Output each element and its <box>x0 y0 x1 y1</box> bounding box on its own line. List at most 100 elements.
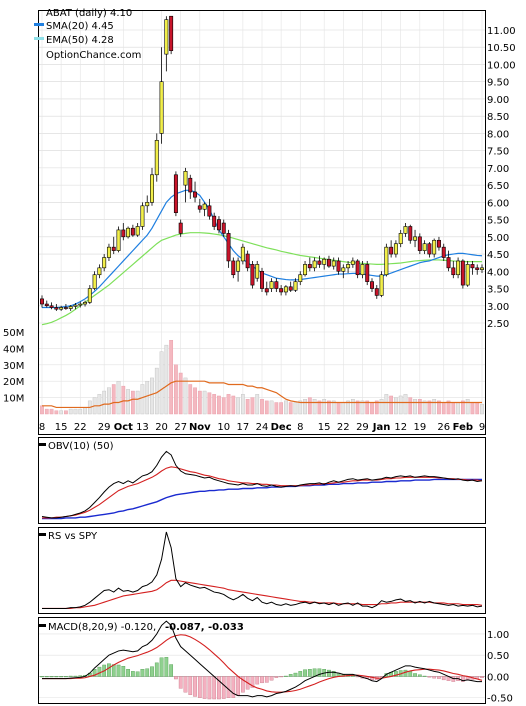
macd-histogram-bar <box>59 676 64 678</box>
volume-bar <box>365 400 370 415</box>
candle-body <box>432 239 437 255</box>
volume-bar <box>145 381 150 415</box>
candle-body <box>59 307 64 310</box>
candle-body <box>164 19 169 55</box>
date-tick-label: 15 <box>55 422 68 433</box>
volume-bar <box>221 397 226 415</box>
volume-bar <box>178 372 183 415</box>
volume-bar <box>384 394 389 415</box>
macd-histogram-bar <box>284 675 288 677</box>
candle-body <box>298 274 303 282</box>
volume-bar <box>59 410 64 415</box>
candle-body <box>102 257 107 269</box>
macd-histogram-bar <box>54 676 59 678</box>
volume-bar <box>432 399 437 415</box>
candle-body <box>216 219 221 231</box>
volume-bar <box>116 381 121 415</box>
date-tick-label: Nov <box>189 422 211 433</box>
macd-histogram-bar <box>73 675 78 677</box>
candle-body <box>422 243 427 251</box>
macd-histogram-bar <box>303 669 307 677</box>
macd-histogram-bar <box>197 676 202 698</box>
candle-body <box>331 260 336 267</box>
candle-body <box>106 246 111 258</box>
candle-body <box>460 260 465 286</box>
macd-histogram-bar <box>480 676 484 678</box>
macd-histogram-bar <box>68 675 73 677</box>
macd-histogram-bar <box>44 676 49 678</box>
candle-body <box>470 264 475 269</box>
volume-bar <box>293 402 298 415</box>
candle-body <box>403 226 408 234</box>
macd-histogram-bar <box>269 676 274 681</box>
candle-body <box>126 227 131 238</box>
rs-legend-swatch <box>38 533 46 536</box>
candle-body <box>140 205 145 227</box>
volume-bar <box>346 400 350 415</box>
ema50-line <box>41 232 482 326</box>
price-panel-frame <box>38 10 486 435</box>
macd-histogram-bar <box>154 662 159 677</box>
candle-body <box>83 302 88 305</box>
macd-tick-label: 0.00 <box>487 672 509 683</box>
candle-body <box>121 229 126 238</box>
volume-bar <box>255 394 260 415</box>
macd-legend-swatch <box>38 624 46 627</box>
volume-bar <box>188 384 193 415</box>
candle-body <box>279 288 284 293</box>
candle-body <box>188 177 193 193</box>
volume-bar <box>279 402 284 415</box>
obv-slow-line <box>42 478 482 520</box>
candle-body <box>317 260 322 265</box>
volume-bar <box>341 402 346 415</box>
volume-bar <box>78 408 83 415</box>
volume-bar <box>264 400 269 415</box>
volume-bar <box>403 394 408 415</box>
macd-histogram-bar <box>64 676 68 678</box>
candle-body <box>446 257 451 269</box>
volume-bar <box>174 364 178 415</box>
price-tick-label: 10.50 <box>487 43 516 54</box>
volume-bar <box>83 407 87 415</box>
macd-histogram-bar <box>274 676 279 678</box>
price-tick-label: 5.00 <box>487 233 509 244</box>
candle-body <box>264 288 269 293</box>
macd-histogram-bar <box>427 676 432 678</box>
date-axis-labels: 8 15 22 29 Oct 13 20 27 Nov 10 17 24 Dec 8 15 22 29 Jan 12… <box>39 422 485 433</box>
macd-hist-value: -0.033 <box>208 622 244 633</box>
legend-title: ABAT (daily) 4.10 <box>46 8 132 19</box>
macd-histogram-bar <box>250 676 255 688</box>
candle-body <box>480 267 484 270</box>
obv-legend-swatch <box>38 443 46 446</box>
price-tick-label: 4.50 <box>487 250 509 261</box>
macd-histogram-bar <box>116 664 121 677</box>
candle-body <box>341 267 346 272</box>
price-tick-label: 5.50 <box>487 216 509 227</box>
price-candles <box>40 15 484 311</box>
candle-body <box>274 281 279 289</box>
volume-axis-ticks: 50M 40M 30M 20M 10M <box>3 328 24 405</box>
volume-bar <box>408 397 413 415</box>
macd-histogram-bar <box>217 676 221 700</box>
macd-histogram-bar <box>317 668 322 677</box>
volume-bars <box>40 340 484 415</box>
volume-bar <box>360 400 365 415</box>
macd-histogram-bar <box>298 671 303 677</box>
candle-body <box>68 306 73 309</box>
candle-body <box>436 239 441 248</box>
candle-body <box>465 264 470 286</box>
obv-panel-frame <box>38 437 486 524</box>
date-tick-label: Oct <box>114 422 133 433</box>
volume-bar <box>260 399 264 415</box>
candle-body <box>193 191 198 198</box>
volume-tick-label: 10M <box>3 394 24 405</box>
obv-legend: OBV(10) (50) <box>38 441 114 452</box>
candle-body <box>236 260 241 272</box>
price-legend: ABAT (daily) 4.10 SMA(20) 4.45 EMA(50) 4… <box>34 8 141 61</box>
macd-histogram-bar <box>121 666 126 677</box>
macd-tick-label: 1.00 <box>487 630 509 641</box>
volume-bar <box>212 394 217 415</box>
macd-histogram-bar <box>207 676 212 700</box>
candle-body <box>283 286 288 293</box>
volume-bar <box>274 402 279 415</box>
